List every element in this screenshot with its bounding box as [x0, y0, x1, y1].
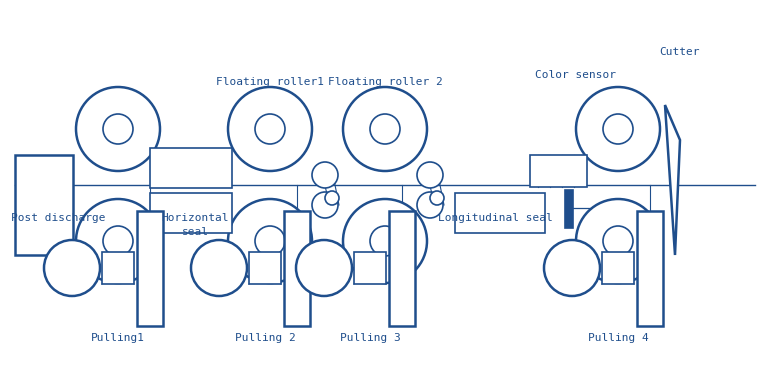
Polygon shape	[665, 105, 680, 255]
Text: Pulling 4: Pulling 4	[588, 333, 648, 343]
Circle shape	[228, 87, 312, 171]
Circle shape	[417, 162, 443, 188]
Circle shape	[103, 226, 133, 256]
Circle shape	[312, 162, 338, 188]
Bar	[637, 211, 663, 326]
Bar	[137, 211, 163, 326]
Circle shape	[76, 87, 160, 171]
Text: Pulling1: Pulling1	[91, 333, 145, 343]
Text: Horizontal: Horizontal	[162, 213, 229, 223]
Bar	[530, 155, 587, 187]
Circle shape	[296, 240, 352, 296]
Bar	[15, 155, 73, 255]
Bar	[150, 193, 232, 233]
Circle shape	[228, 199, 312, 283]
Text: Pulling 2: Pulling 2	[234, 333, 296, 343]
Text: Pulling 3: Pulling 3	[339, 333, 401, 343]
Circle shape	[370, 226, 400, 256]
Text: Post discharge: Post discharge	[11, 213, 105, 223]
Circle shape	[370, 114, 400, 144]
Bar	[284, 211, 310, 326]
Circle shape	[44, 240, 100, 296]
Bar	[602, 252, 634, 284]
Bar	[150, 148, 232, 188]
Text: Cutter: Cutter	[660, 47, 700, 57]
Circle shape	[76, 199, 160, 283]
Circle shape	[603, 114, 633, 144]
Text: Floating roller1: Floating roller1	[216, 77, 324, 87]
Circle shape	[576, 199, 660, 283]
Bar	[249, 252, 281, 284]
Circle shape	[544, 240, 600, 296]
Bar	[389, 211, 415, 326]
Bar	[102, 252, 134, 284]
Text: Floating roller 2: Floating roller 2	[328, 77, 442, 87]
Circle shape	[603, 226, 633, 256]
Text: Longitudinal seal: Longitudinal seal	[437, 213, 553, 223]
Circle shape	[417, 192, 443, 218]
Circle shape	[255, 114, 285, 144]
Text: Color sensor: Color sensor	[535, 70, 616, 80]
Circle shape	[191, 240, 247, 296]
Circle shape	[255, 226, 285, 256]
Text: seal: seal	[182, 227, 209, 237]
Circle shape	[430, 191, 444, 205]
Circle shape	[343, 199, 427, 283]
Circle shape	[103, 114, 133, 144]
Circle shape	[343, 87, 427, 171]
Circle shape	[325, 191, 339, 205]
Circle shape	[312, 192, 338, 218]
Bar	[565, 190, 573, 228]
Circle shape	[576, 87, 660, 171]
Bar	[354, 252, 386, 284]
Bar	[455, 193, 545, 233]
